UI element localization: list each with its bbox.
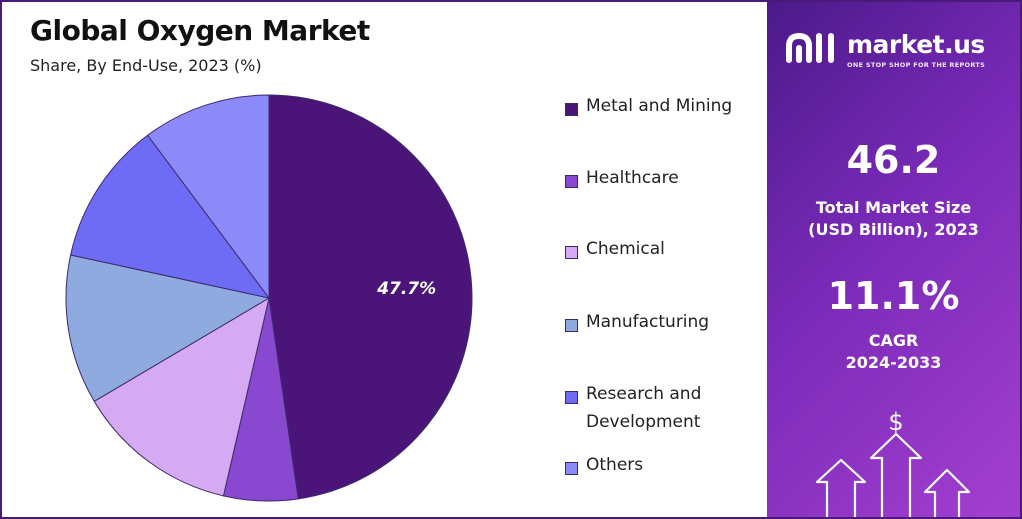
legend-swatch (565, 319, 578, 332)
pie-slice-manufacturing (65, 254, 271, 403)
pie-data-label: 47.7% (376, 279, 436, 299)
summary-panel: market.us ONE STOP SHOP FOR THE REPORTS … (767, 2, 1020, 517)
pie-slice-metal-and-mining (268, 94, 473, 500)
legend-item-manufacturing: Manufacturing (565, 312, 766, 336)
legend-label: Healthcare (586, 168, 679, 188)
legend-label: Chemical (586, 239, 665, 259)
legend-label: Others (586, 455, 644, 475)
market-size-label: Total Market Size (USD Billion), 2023 (808, 198, 979, 239)
legend-swatch (565, 462, 578, 475)
legend-label: Manufacturing (586, 312, 710, 332)
chart-subtitle: Share, By End-Use, 2023 (%) (30, 56, 262, 75)
brand-name: market.us (847, 30, 985, 59)
cagr-value: 11.1% (827, 274, 960, 318)
legend-label: Research and Development (586, 384, 702, 432)
legend-item-metal-and-mining: Metal and Mining (565, 96, 766, 120)
legend-swatch (565, 175, 578, 188)
legend-item-chemical: Chemical (565, 239, 766, 263)
legend-swatch (565, 103, 578, 116)
pie-slice-others (146, 94, 270, 300)
legend-label: Metal and Mining (586, 96, 733, 116)
legend-swatch (565, 391, 578, 404)
chart-title: Global Oxygen Market (30, 14, 370, 47)
brand-tagline: ONE STOP SHOP FOR THE REPORTS (847, 61, 986, 69)
legend-swatch (565, 246, 578, 259)
cagr-label: CAGR 2024-2033 (845, 331, 942, 372)
pie-chart: 47.7% (65, 94, 473, 502)
market-us-logo-icon (786, 32, 834, 63)
legend-item-others: Others (565, 455, 766, 479)
pie-slice-chemical (93, 296, 270, 497)
legend-item-healthcare: Healthcare (565, 168, 766, 192)
market-size-value: 46.2 (846, 138, 941, 182)
legend-item-research-and-development: Research and Development (565, 384, 766, 436)
pie-slice-research-and-development (70, 134, 271, 299)
dollar-sign-icon: $ (888, 408, 903, 436)
brand: market.us ONE STOP SHOP FOR THE REPORTS (785, 30, 1005, 70)
growth-arrows-icon: $ (815, 408, 971, 517)
